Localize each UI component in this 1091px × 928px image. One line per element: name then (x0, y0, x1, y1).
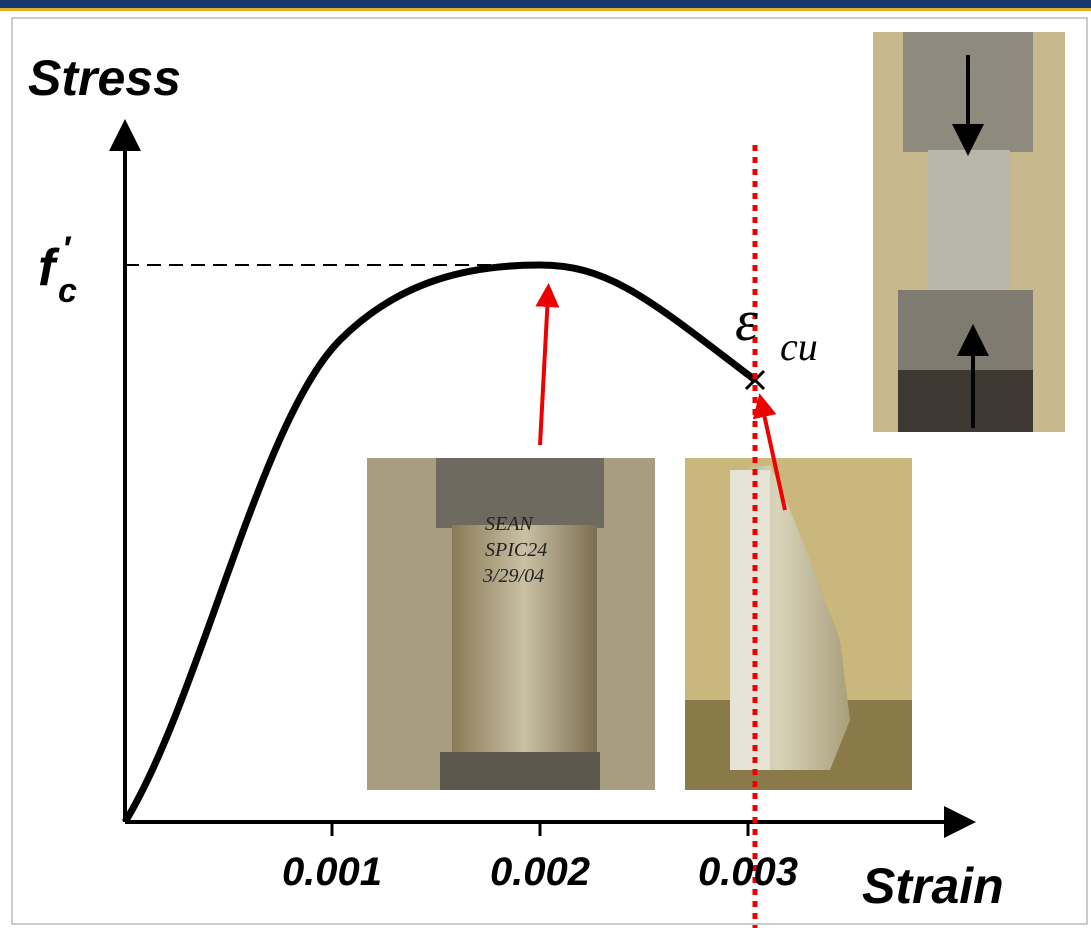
peak-label: f (38, 239, 60, 297)
ultimate-label-sub: cu (780, 324, 818, 369)
ultimate-label: ε (735, 288, 758, 353)
y-axis-label: Stress (28, 50, 181, 106)
photo-failed (685, 458, 912, 790)
x-tick-label: 0.002 (490, 850, 590, 894)
ultimate-marker (744, 369, 766, 391)
header-bar (0, 0, 1091, 8)
arrow (535, 283, 560, 446)
x-tick-label: 0.003 (698, 850, 798, 894)
peak-label-prime: ′ (62, 230, 72, 268)
x-axis-label: Strain (862, 858, 1004, 914)
photo-loaded (873, 32, 1065, 432)
header-stripe (0, 8, 1091, 11)
photo-peak: SEAN SPIC24 3/29/04 (367, 458, 655, 790)
specimen-note: 3/29/04 (482, 565, 544, 587)
x-tick-label: 0.001 (282, 850, 382, 894)
specimen-note: SPIC24 (485, 539, 547, 561)
arrow (752, 393, 787, 511)
stress-strain-curve (122, 261, 758, 824)
peak-label-sub: c (58, 272, 77, 310)
frame (11, 17, 1088, 925)
specimen-note: SEAN (485, 513, 534, 535)
